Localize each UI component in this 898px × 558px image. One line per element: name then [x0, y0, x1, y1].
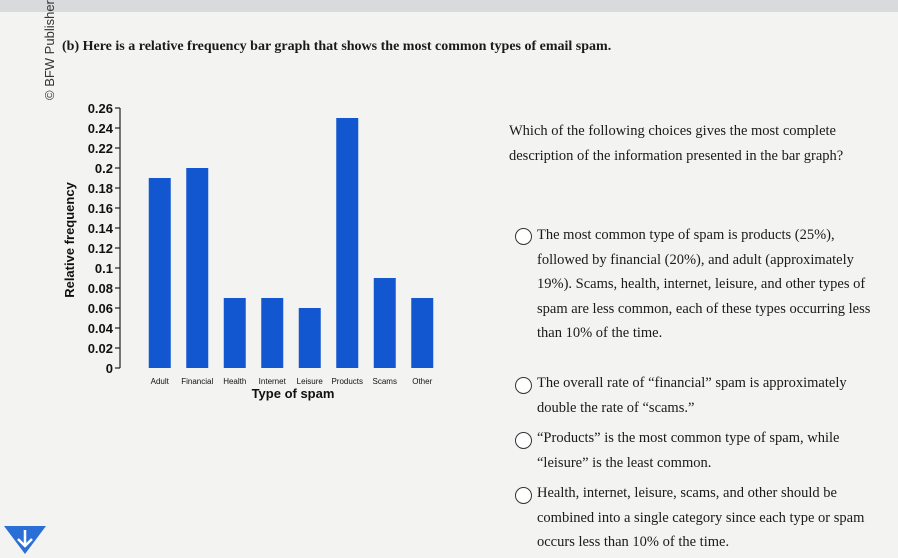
y-tick-label: 0.2: [95, 161, 113, 176]
y-tick-label: 0.24: [88, 121, 114, 136]
radio[interactable]: [515, 487, 532, 504]
y-tick-label: 0.06: [88, 301, 113, 316]
top-strip: [0, 0, 898, 12]
y-tick-label: 0.02: [88, 341, 113, 356]
bar: [223, 298, 246, 368]
option[interactable]: The overall rate of “financial” spam is …: [537, 375, 847, 416]
y-axis-label: Relative frequency: [62, 181, 77, 297]
prompt: (b) Here is a relative frequency bar gra…: [62, 39, 612, 54]
y-tick-label: 0.22: [88, 141, 113, 156]
bar: [336, 118, 359, 368]
radio[interactable]: [515, 228, 532, 245]
y-tick-label: 0.18: [88, 181, 113, 196]
bar: [411, 298, 434, 368]
arrow-icon: [17, 530, 33, 548]
y-tick-label: 0.1: [95, 261, 113, 276]
option[interactable]: Health, internet, leisure, scams, and ot…: [537, 485, 865, 550]
y-tick-label: 0.16: [88, 201, 113, 216]
y-tick-label: 0.08: [88, 281, 113, 296]
radio[interactable]: [515, 432, 532, 449]
radio[interactable]: [515, 377, 532, 394]
x-tick-label: Leisure: [297, 377, 324, 386]
y-tick-label: 0.14: [88, 221, 114, 236]
x-tick-label: Scams: [373, 377, 397, 386]
y-tick-label: 0.04: [88, 321, 114, 336]
x-axis-label: Type of spam: [252, 386, 335, 401]
chart: 0 0.02 0.04 0.06 0.08 0.1 0.12 0.14 0.16 0.18 0.2 0…: [62, 101, 434, 401]
x-tick-label: Products: [331, 377, 363, 386]
y-tick-label: 0.12: [88, 241, 113, 256]
option[interactable]: The most common type of spam is products…: [537, 227, 871, 341]
x-tick-label: Financial: [181, 377, 213, 386]
bar: [186, 168, 209, 368]
question: Which of the following choices gives the…: [509, 123, 844, 164]
y-tick-label: 0.26: [88, 101, 113, 116]
bar: [298, 308, 321, 368]
bar: [261, 298, 284, 368]
x-tick-label: Health: [223, 377, 246, 386]
scroll-arrow[interactable]: [0, 522, 50, 558]
x-tick-label: Adult: [151, 377, 170, 386]
bar: [373, 278, 396, 368]
option[interactable]: “Products” is the most common type of sp…: [537, 430, 840, 471]
x-tick-label: Internet: [259, 377, 287, 386]
y-tick-label: 0: [106, 361, 113, 376]
x-tick-label: Other: [412, 377, 432, 386]
bar: [148, 178, 171, 368]
